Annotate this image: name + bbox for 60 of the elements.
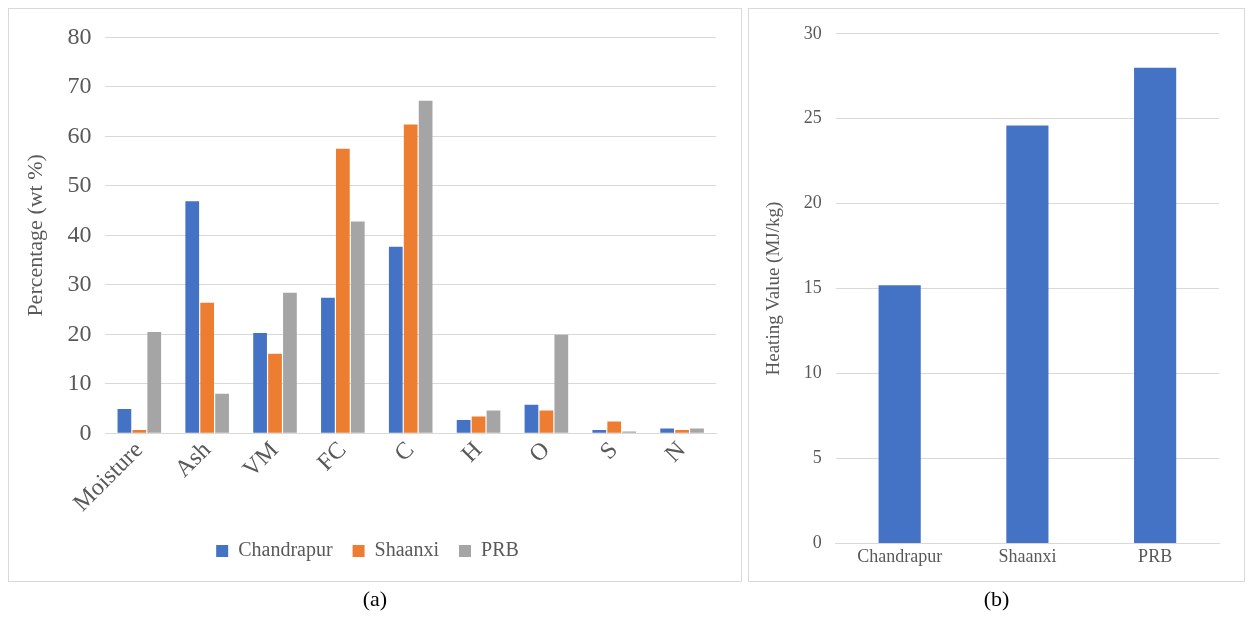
bar (1006, 125, 1049, 543)
y-tick-label: 30 (803, 22, 822, 43)
text: (b) (982, 586, 1011, 612)
x-tick-label: FC (311, 436, 351, 476)
bar (185, 201, 200, 433)
bar (321, 297, 335, 433)
x-tick-label: VM (237, 436, 283, 482)
y-tick-label: 50 (67, 171, 92, 198)
x-tick-label: H (455, 436, 487, 467)
bar (388, 246, 403, 433)
bar (486, 410, 501, 433)
bar (215, 393, 229, 433)
bar (132, 429, 147, 433)
bar (147, 331, 162, 433)
y-axis-title: Heating Value (MJ/kg) (762, 201, 785, 376)
bar (607, 421, 622, 433)
y-tick-label: 0 (79, 418, 92, 445)
bar (690, 428, 704, 433)
bar (539, 410, 554, 433)
y-tick-label: 20 (67, 319, 92, 346)
bar (350, 221, 365, 433)
bar (471, 416, 486, 433)
y-tick-label: 20 (803, 192, 822, 213)
bar (1134, 67, 1177, 543)
x-tick-label: N (659, 436, 691, 467)
x-tick-label: PRB (1138, 545, 1173, 566)
bar (675, 429, 689, 433)
bar (403, 124, 418, 433)
bar (283, 292, 297, 433)
bar (524, 404, 539, 433)
y-tick-label: 10 (67, 369, 92, 396)
y-tick-label: 25 (803, 107, 822, 128)
y-tick-label: 70 (67, 72, 92, 99)
bar (660, 428, 675, 433)
y-axis-title: Percentage (wt %) (21, 154, 47, 317)
y-tick-label: 40 (67, 220, 92, 247)
y-tick-label: 0 (812, 532, 822, 553)
x-tick-label: O (523, 436, 555, 467)
x-tick-label: Chandrapur (857, 545, 943, 566)
bar (878, 285, 921, 543)
y-tick-label: 80 (67, 22, 92, 49)
bar (418, 100, 433, 433)
x-tick-label: S (594, 436, 623, 464)
bar (117, 409, 132, 433)
y-tick-label: 60 (67, 121, 92, 148)
y-tick-label: 5 (812, 447, 822, 468)
y-tick-label: 10 (803, 362, 822, 383)
x-tick-label: Shaanxi (998, 545, 1057, 566)
y-tick-label: 15 (803, 277, 822, 298)
text: (a) (361, 586, 389, 612)
bar (253, 332, 267, 433)
bar (592, 429, 607, 433)
bar (268, 353, 282, 433)
bar (335, 148, 350, 433)
bar (554, 334, 569, 433)
x-tick-label: C (388, 436, 419, 466)
y-tick-label: 30 (67, 270, 92, 297)
bar (456, 419, 471, 433)
x-tick-label: Ash (169, 436, 216, 482)
bar (200, 302, 215, 433)
